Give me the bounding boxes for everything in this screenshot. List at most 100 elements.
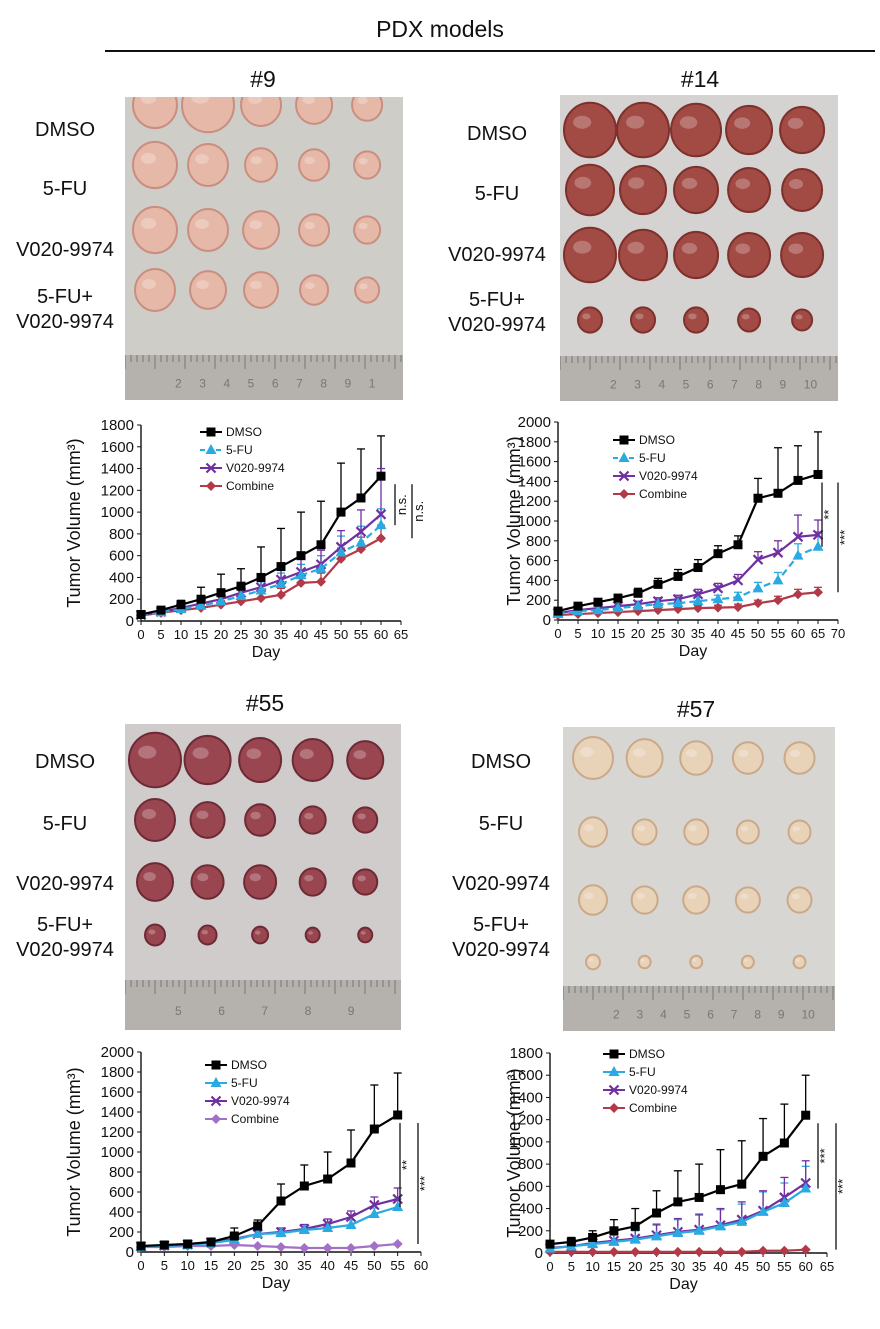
tumor-sample [625,738,664,778]
significance-label: n.s. [411,501,426,522]
series-line [140,1114,399,1248]
tumor-sample [725,104,774,156]
data-point [253,1221,263,1231]
y-tick-label: 200 [109,1224,134,1241]
legend-entry: Combine [603,1101,677,1115]
tumor-sample [731,741,764,775]
data-point [778,1197,790,1207]
y-tick-label: 1600 [101,439,134,456]
tumor-sample [787,819,812,845]
data-point [652,1208,662,1218]
data-point [609,1226,619,1236]
data-point [592,604,604,615]
x-tick-label: 35 [692,1259,706,1274]
panel-title-14: #14 [680,66,720,92]
data-point [355,526,367,537]
y-tick-label: 1800 [101,1064,134,1081]
tumor-sample [563,226,617,284]
x-tick-label: 65 [811,626,825,641]
data-point [235,589,247,600]
tumor-sample [673,165,720,215]
data-point [545,1239,555,1249]
x-tick-label: 70 [831,626,845,641]
data-point [712,583,724,594]
data-point [356,493,366,503]
data-point [800,1244,811,1255]
ruler-number: 3 [199,377,206,391]
legend-entry: Combine [613,487,687,501]
y-tick-label: 1000 [101,504,134,521]
y-tick-label: 1600 [101,1084,134,1101]
series-line [140,1197,398,1248]
tumor-sample [238,736,283,784]
ruler-strip [563,986,835,1031]
tumor-sample [679,740,714,776]
tumor-sample [727,166,772,214]
data-point [392,1193,403,1205]
legend-label: DMSO [231,1058,267,1072]
data-point [183,1239,193,1249]
legend-entry: V020-9974 [200,461,285,475]
ruler-number: 4 [658,378,665,392]
data-point [356,544,366,555]
x-tick-label: 25 [234,627,248,642]
data-point [369,1199,380,1211]
data-point [136,1241,146,1251]
data-point [159,1240,169,1250]
tumor-sample [683,306,710,334]
data-point [256,593,266,604]
x-tick-label: 55 [771,626,785,641]
x-tick-label: 65 [394,627,408,642]
data-point [772,547,784,558]
tumor-sample [181,97,236,134]
row-label-5fu: 5-FU [42,813,88,835]
data-point [612,602,624,613]
tumor-sample [128,731,182,789]
data-point [651,1246,662,1257]
chart-canvas: 0 5 10 15 20 25 30 35 40 45 50 55 60 6502004006008001… [64,417,426,661]
data-point [393,1110,403,1120]
data-point [753,493,763,503]
y-tick-label: 1400 [101,1104,134,1121]
data-point [633,606,643,617]
significance-label: ** [821,510,836,520]
data-point [752,582,764,593]
data-point [732,591,744,602]
tumor-sample [565,163,615,217]
legend-label: Combine [629,1101,677,1115]
tumor-sample [304,926,321,944]
y-tick-label: 0 [126,1244,134,1261]
x-axis-label: Day [262,1275,290,1292]
data-point [346,1243,356,1253]
tumor-sample [144,923,166,947]
x-tick-label: 60 [798,1259,812,1274]
legend-entry: DMSO [603,1047,665,1061]
data-point [256,572,266,582]
tumor-sample [352,868,379,896]
x-tick-label: 40 [713,1259,727,1274]
data-point [758,1245,769,1256]
tumor-sample [291,738,334,782]
data-point [673,1197,683,1207]
tumor-sample [572,736,614,780]
tumor-sample [351,97,384,122]
data-point [369,1124,379,1134]
data-point [732,575,744,586]
tumor-photo-55: 5 6 7 8 9 [125,724,401,1030]
tumor-sample [781,168,824,212]
data-point [195,599,207,610]
legend-label: DMSO [629,1047,665,1061]
data-point [375,519,387,530]
x-tick-label: 25 [649,1259,663,1274]
y-tick-label: 400 [518,1201,543,1218]
ruler-number: 5 [683,378,690,392]
data-point [779,1138,789,1148]
data-point [236,581,246,591]
data-point [752,554,764,565]
ruler-strip [125,355,403,400]
data-point [376,471,386,481]
ruler-number: 7 [261,1004,268,1018]
ruler-number: 7 [296,377,303,391]
tumor-sample [727,231,772,279]
y-tick-label: 800 [526,533,551,550]
